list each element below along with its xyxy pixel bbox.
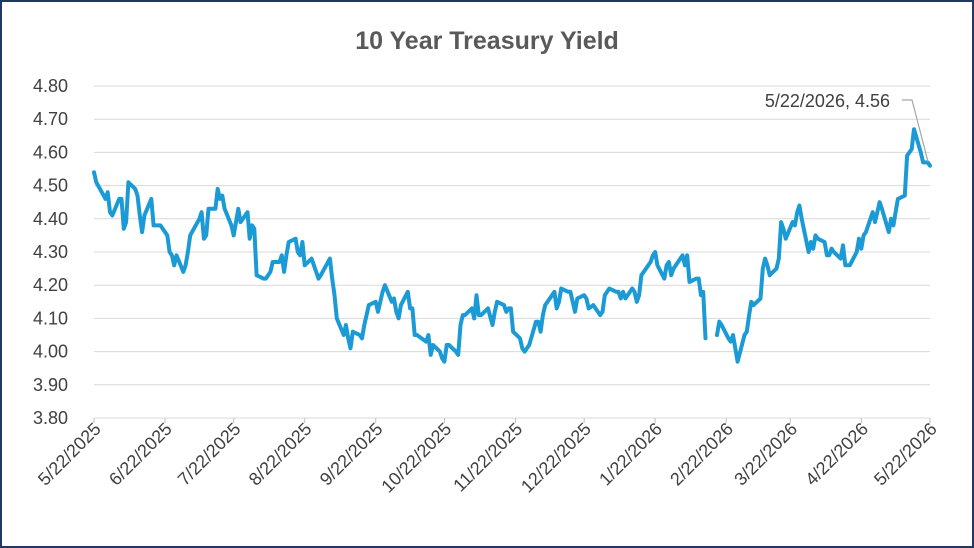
y-tick-label: 4.60	[33, 142, 68, 162]
series-line-0	[92, 127, 932, 364]
x-tick-label: 12/22/2025	[517, 419, 595, 497]
y-tick-label: 4.40	[33, 209, 68, 229]
x-tick-label: 9/22/2025	[316, 419, 387, 490]
y-tick-label: 3.90	[33, 375, 68, 395]
x-tick-label: 2/22/2026	[666, 419, 737, 490]
x-tick-label: 11/22/2025	[449, 419, 526, 496]
annotation-leader-line	[902, 99, 929, 162]
grid-lines	[94, 85, 930, 419]
chart-title: 10 Year Treasury Yield	[355, 27, 619, 55]
annotation-label: 5/22/2026, 4.56	[765, 91, 890, 111]
y-tick-label: 4.20	[33, 275, 68, 295]
x-tick-label: 1/22/2026	[595, 419, 666, 490]
x-tick-label: 3/22/2026	[730, 419, 801, 490]
y-tick-label: 4.30	[33, 242, 68, 262]
series-layer	[92, 127, 932, 364]
x-tick-label: 10/22/2025	[377, 419, 455, 497]
y-axis-ticks: 3.80 3.90 4.00 4.10 4.20 4.30 4.40 4.50 4.60 4.70…	[33, 76, 68, 428]
y-tick-label: 4.70	[33, 109, 68, 129]
y-tick-label: 3.80	[33, 408, 68, 428]
x-tick-label: 7/22/2025	[174, 419, 245, 490]
y-tick-label: 4.80	[33, 76, 68, 96]
x-tick-label: 5/22/2025	[34, 419, 105, 490]
y-tick-label: 4.10	[33, 308, 68, 328]
x-tick-label: 8/22/2025	[245, 419, 316, 490]
x-tick-label: 6/22/2025	[105, 419, 176, 490]
x-tick-label: 5/22/2026	[870, 419, 941, 490]
x-tick-label: 4/22/2026	[801, 419, 872, 490]
y-tick-label: 4.50	[33, 176, 68, 196]
annotation-layer: 5/22/2026, 4.56	[765, 91, 929, 162]
y-tick-label: 4.00	[33, 342, 68, 362]
